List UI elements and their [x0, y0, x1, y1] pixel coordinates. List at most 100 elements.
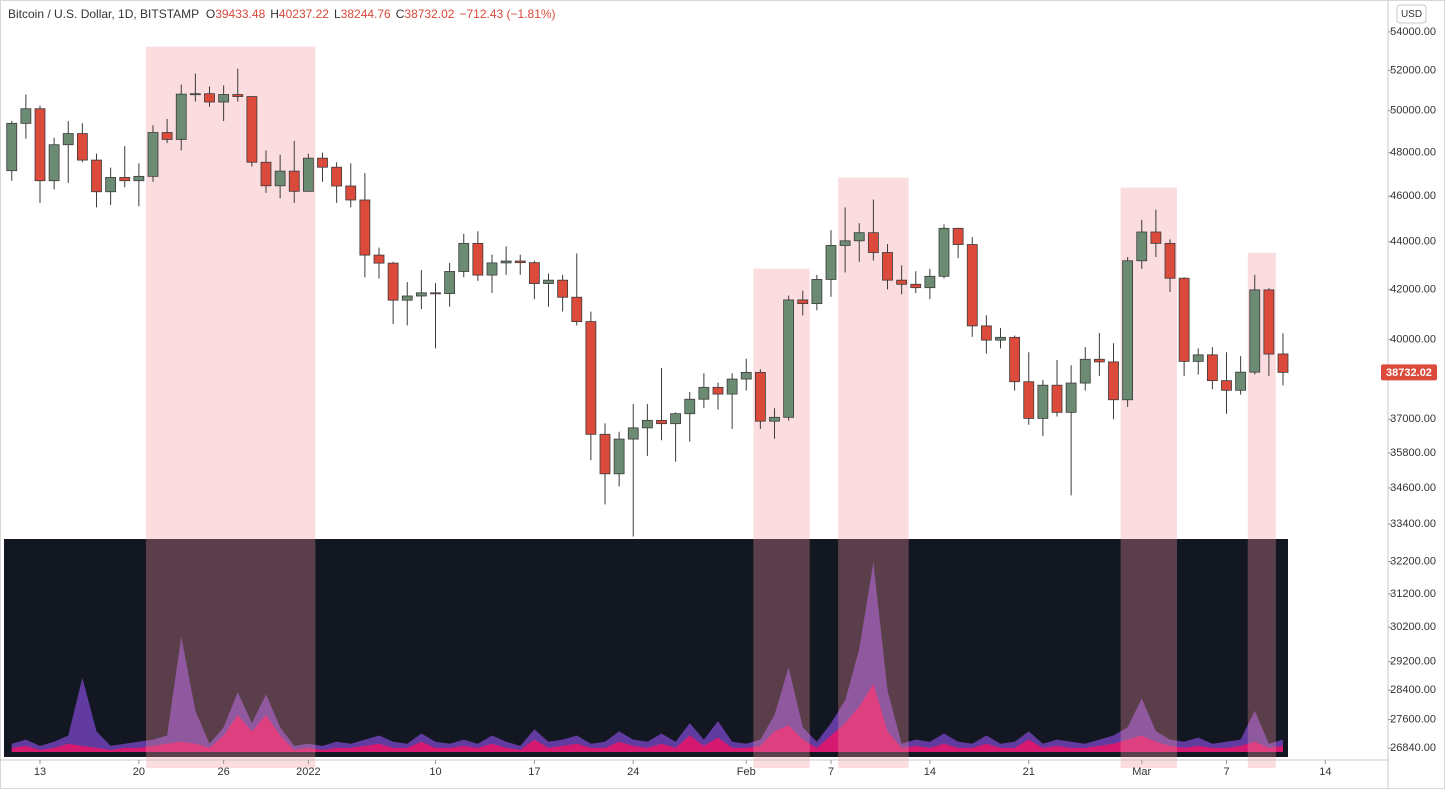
candle-body	[359, 199, 371, 256]
candle-body	[331, 166, 343, 187]
y-tick-label: 34600.00	[1390, 482, 1436, 494]
candle-body	[1136, 231, 1148, 262]
legend-header: Bitcoin / U.S. Dollar, 1D, BITSTAMP O394…	[8, 7, 561, 21]
x-tick-label: 7	[1223, 766, 1229, 778]
candle-body	[825, 245, 837, 280]
candle-body	[1164, 242, 1176, 279]
candle-body	[1122, 260, 1134, 401]
y-tick-label: 27600.00	[1390, 713, 1436, 725]
currency-label: USD	[1401, 9, 1422, 20]
candle-body	[1221, 380, 1232, 391]
candle-body	[345, 185, 357, 201]
candle-body	[882, 252, 893, 281]
y-tick-label: 44000.00	[1390, 236, 1436, 248]
candle-body	[896, 279, 908, 285]
candle-body	[599, 433, 611, 475]
candle-body	[867, 232, 879, 253]
candle-body	[1192, 354, 1204, 362]
candle-body	[980, 325, 992, 341]
candle-body	[1206, 354, 1218, 382]
candle-body	[571, 296, 583, 322]
x-tick-label: 26	[218, 766, 230, 778]
candle-body	[76, 133, 88, 161]
candle-body	[34, 108, 46, 182]
candle-body	[232, 94, 244, 97]
x-tick-label: 7	[828, 766, 834, 778]
candle-body	[387, 262, 399, 301]
candle-body	[1093, 358, 1105, 363]
candle-body	[966, 244, 978, 327]
ohlc-label: O	[205, 7, 216, 21]
x-tick-label: Feb	[737, 766, 756, 778]
candle-body	[910, 283, 922, 289]
ohlc-value: 40237.22	[278, 7, 329, 21]
candle-body	[1037, 384, 1049, 419]
last-price-tag	[1381, 364, 1437, 381]
candle-body	[811, 279, 823, 305]
candle-body	[698, 386, 710, 400]
y-tick-label: 42000.00	[1390, 283, 1436, 295]
candle-body	[274, 170, 286, 187]
candle-body	[1065, 382, 1077, 413]
candle-body	[486, 262, 498, 276]
candle-body	[500, 260, 512, 264]
candle-body	[1263, 289, 1275, 355]
y-tick-label: 31200.00	[1390, 588, 1436, 600]
candle-body	[1277, 353, 1289, 373]
x-tick-label: 14	[924, 766, 936, 778]
y-tick-label: 48000.00	[1390, 147, 1436, 159]
candle-body	[797, 299, 809, 305]
candle-body	[175, 93, 187, 140]
highlight-zone	[838, 177, 909, 769]
candle-body	[105, 177, 117, 193]
x-tick-label: 10	[429, 766, 441, 778]
candle-body	[1108, 361, 1119, 401]
candle-body	[119, 177, 131, 182]
candle-body	[514, 260, 526, 264]
candle-body	[472, 242, 484, 276]
candle-body	[1235, 371, 1247, 391]
y-tick-label: 29200.00	[1390, 656, 1436, 668]
ohlc-label: H	[270, 7, 279, 21]
candle-body	[754, 372, 766, 422]
candle-body	[839, 240, 851, 246]
ohlc-value: 39433.48	[215, 7, 266, 21]
candle-body	[670, 413, 682, 425]
candle-body	[656, 419, 667, 425]
candle-body	[1023, 381, 1035, 419]
candle-body	[641, 419, 653, 429]
candle-body	[1051, 384, 1063, 413]
y-tick-label: 32200.00	[1390, 555, 1436, 567]
y-tick-label: 54000.00	[1390, 26, 1436, 38]
indicator-area	[11, 562, 1283, 752]
candle-body	[430, 292, 441, 295]
candle-body	[924, 275, 936, 289]
candle-body	[684, 398, 696, 415]
y-tick-label: 52000.00	[1390, 65, 1436, 77]
candle-body	[288, 170, 300, 192]
candle-body	[302, 157, 314, 192]
candle-body	[317, 157, 328, 168]
candle-body	[147, 132, 159, 177]
candle-body	[1150, 231, 1162, 244]
candle-body	[458, 242, 470, 272]
last-price-label: 38732.02	[1386, 367, 1432, 379]
ohlc-value: 38244.76	[340, 7, 391, 21]
y-tick-label: 40000.00	[1390, 333, 1436, 345]
currency-button[interactable]	[1396, 4, 1427, 24]
candle-body	[528, 262, 540, 284]
ohlc-value: 38732.02	[404, 7, 455, 21]
symbol-title: Bitcoin / U.S. Dollar, 1D, BITSTAMP	[8, 7, 200, 21]
y-tick-label: 50000.00	[1390, 105, 1436, 117]
x-tick-label: 2022	[296, 766, 320, 778]
candle-body	[995, 336, 1006, 341]
candle-body	[20, 108, 32, 124]
candle-body	[204, 93, 215, 103]
x-tick-label: 13	[34, 766, 46, 778]
candle-body	[62, 133, 74, 146]
candle-body	[1079, 358, 1091, 384]
candle-body	[401, 295, 413, 301]
candle-body	[769, 416, 780, 422]
candle-body	[444, 271, 456, 294]
